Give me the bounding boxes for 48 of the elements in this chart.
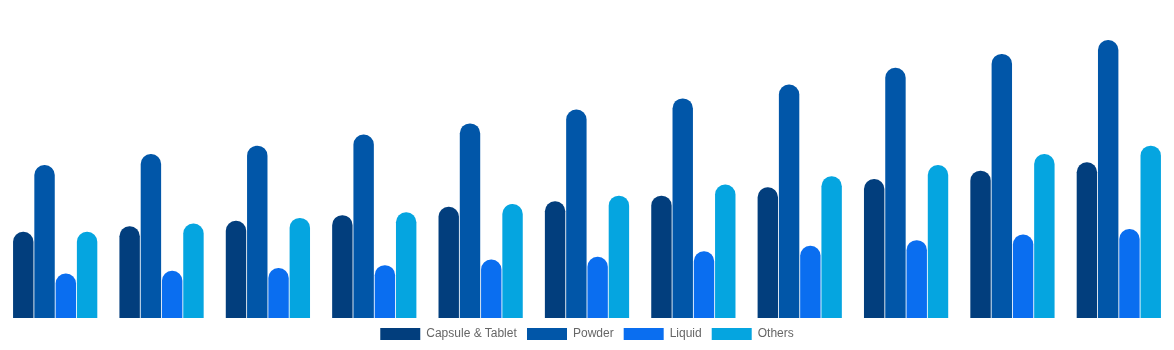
bar bbox=[247, 145, 268, 318]
legend-label: Capsule & Tablet bbox=[426, 326, 518, 341]
bar bbox=[693, 251, 715, 318]
bar bbox=[161, 270, 183, 318]
bar bbox=[481, 259, 502, 318]
bar bbox=[459, 123, 481, 318]
bar bbox=[76, 231, 98, 318]
bar bbox=[587, 256, 608, 318]
bar bbox=[13, 231, 34, 318]
bar bbox=[927, 165, 949, 318]
bar bbox=[608, 195, 630, 318]
bar bbox=[544, 201, 566, 318]
legend-label: Liquid bbox=[669, 326, 702, 341]
bar bbox=[395, 212, 417, 318]
bar bbox=[268, 267, 289, 318]
bar bbox=[34, 165, 55, 318]
legend-label: Powder bbox=[573, 326, 614, 341]
bar bbox=[757, 187, 779, 318]
bar bbox=[353, 134, 374, 318]
bar bbox=[1140, 145, 1161, 318]
bar bbox=[885, 67, 906, 318]
bar bbox=[651, 195, 672, 318]
bar bbox=[778, 84, 800, 318]
bar bbox=[672, 98, 693, 318]
bar bbox=[1034, 153, 1055, 318]
bar bbox=[119, 226, 140, 318]
bar bbox=[55, 273, 77, 318]
bar bbox=[566, 109, 587, 318]
bar bbox=[183, 223, 204, 318]
bar bbox=[225, 220, 247, 318]
bar bbox=[374, 265, 396, 318]
bar bbox=[438, 206, 459, 318]
bar bbox=[800, 245, 821, 318]
bar bbox=[906, 240, 927, 318]
bar bbox=[289, 217, 311, 318]
bar bbox=[991, 53, 1013, 318]
bar bbox=[970, 170, 991, 318]
bar bbox=[140, 153, 162, 318]
bar bbox=[863, 179, 885, 318]
bar bbox=[1097, 40, 1119, 318]
bar bbox=[502, 204, 523, 318]
legend-label: Others bbox=[757, 326, 794, 341]
bar bbox=[1012, 234, 1034, 318]
bar bbox=[821, 176, 842, 318]
bar bbox=[1076, 162, 1098, 318]
bar bbox=[1119, 229, 1140, 318]
bar bbox=[332, 215, 353, 318]
bar bbox=[715, 184, 736, 318]
